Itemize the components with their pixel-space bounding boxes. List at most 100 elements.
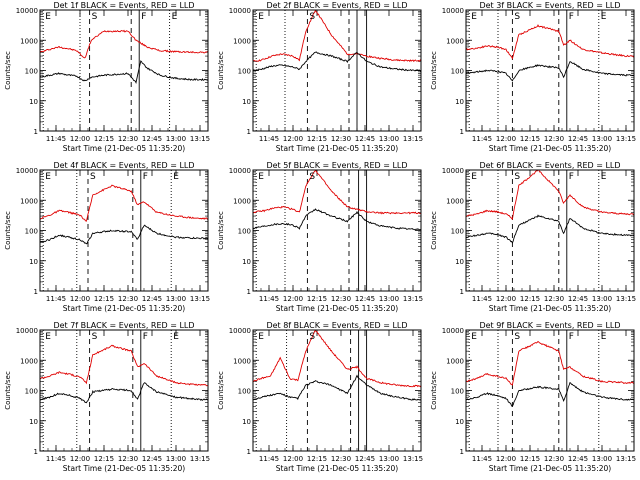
x-axis-label: Start Time (21-Dec-05 11:35:20) — [276, 464, 398, 473]
marker-label: E — [45, 172, 51, 182]
plot-frame — [252, 169, 422, 292]
y-tick-label: 1000 — [20, 37, 38, 45]
x-tick-label: 12:00 — [70, 455, 90, 463]
plot-frame — [465, 9, 635, 132]
marker-label: E — [173, 332, 179, 342]
x-tick-label: 12:45 — [355, 455, 375, 463]
y-tick-label: 1 — [34, 448, 38, 456]
chart-title: Det 3f BLACK = Events, RED = LLD — [479, 1, 620, 10]
marker-label: E — [601, 172, 607, 182]
y-tick-label: 10000 — [442, 7, 464, 15]
x-tick-label: 12:30 — [331, 295, 351, 303]
chart-panel-2: Det 2f BLACK = Events, RED = LLD Counts/s… — [217, 1, 423, 153]
lld-series-line — [40, 29, 208, 59]
chart-title: Det 5f BLACK = Events, RED = LLD — [266, 161, 407, 170]
x-tick-label: 12:45 — [142, 135, 162, 143]
events-series-line — [253, 374, 421, 401]
lld-series-line — [253, 330, 421, 388]
y-tick-label: 100 — [25, 388, 38, 396]
marker-label: E — [45, 332, 51, 342]
x-tick-label: 11:45 — [46, 455, 66, 463]
chart-title: Det 6f BLACK = Events, RED = LLD — [479, 161, 620, 170]
x-tick-label: 12:00 — [283, 135, 303, 143]
y-axis-label: Counts/sec — [217, 211, 225, 250]
plot-frame — [465, 329, 635, 452]
y-tick-label: 1 — [460, 128, 464, 136]
y-tick-label: 1 — [34, 128, 38, 136]
x-tick-label: 12:15 — [520, 135, 540, 143]
plot-frame — [252, 329, 422, 452]
chart-title: Det 1f BLACK = Events, RED = LLD — [53, 1, 194, 10]
marker-label: E — [45, 12, 51, 22]
marker-label: E — [471, 12, 477, 22]
events-series-line — [466, 214, 634, 245]
x-tick-label: 12:00 — [496, 295, 516, 303]
x-tick-label: 13:00 — [166, 455, 186, 463]
y-tick-label: 1 — [247, 128, 251, 136]
y-tick-label: 100 — [238, 388, 251, 396]
x-tick-label: 13:00 — [592, 135, 612, 143]
lld-series-line — [40, 344, 208, 387]
x-tick-label: 11:45 — [259, 455, 279, 463]
y-tick-label: 10000 — [229, 167, 251, 175]
x-axis-label: Start Time (21-Dec-05 11:35:20) — [489, 144, 611, 153]
chart-title: Det 8f BLACK = Events, RED = LLD — [266, 321, 407, 330]
marker-label: S — [514, 12, 520, 22]
x-tick-label: 12:45 — [142, 455, 162, 463]
y-tick-label: 100 — [25, 68, 38, 76]
marker-label: S — [309, 172, 315, 182]
x-axis-label: Start Time (21-Dec-05 11:35:20) — [489, 304, 611, 313]
marker-label: F — [141, 12, 146, 22]
chart-panel-6: Det 6f BLACK = Events, RED = LLD Counts/s… — [430, 161, 636, 313]
y-axis-label: Counts/sec — [4, 371, 12, 410]
y-tick-label: 1000 — [233, 37, 251, 45]
x-tick-label: 12:00 — [70, 295, 90, 303]
y-tick-label: 1 — [247, 448, 251, 456]
x-tick-label: 12:45 — [568, 135, 588, 143]
y-tick-label: 1000 — [446, 357, 464, 365]
y-tick-label: 100 — [25, 228, 38, 236]
x-tick-label: 12:15 — [520, 295, 540, 303]
y-tick-label: 10000 — [16, 327, 38, 335]
marker-label: S — [309, 332, 315, 342]
x-tick-label: 13:00 — [379, 135, 399, 143]
lld-series-line — [253, 170, 421, 215]
y-axis-label: Counts/sec — [430, 371, 438, 410]
x-tick-label: 12:30 — [544, 295, 564, 303]
x-tick-label: 13:15 — [616, 455, 636, 463]
y-tick-label: 1 — [34, 288, 38, 296]
plot-frame — [39, 169, 209, 292]
chart-title: Det 2f BLACK = Events, RED = LLD — [266, 1, 407, 10]
y-tick-label: 1 — [247, 288, 251, 296]
plot-frame — [39, 329, 209, 452]
y-axis-label: Counts/sec — [430, 211, 438, 250]
x-tick-label: 13:15 — [403, 455, 423, 463]
y-tick-label: 100 — [238, 228, 251, 236]
x-tick-label: 12:30 — [331, 135, 351, 143]
y-axis-label: Counts/sec — [430, 51, 438, 90]
x-tick-label: 12:15 — [307, 295, 327, 303]
lld-series-line — [253, 10, 421, 63]
chart-panel-3: Det 3f BLACK = Events, RED = LLD Counts/s… — [430, 1, 636, 153]
x-tick-label: 13:00 — [592, 455, 612, 463]
chart-title: Det 7f BLACK = Events, RED = LLD — [53, 321, 194, 330]
marker-label: F — [569, 332, 574, 342]
y-tick-label: 1000 — [233, 357, 251, 365]
y-tick-label: 100 — [451, 228, 464, 236]
x-tick-label: 12:30 — [544, 135, 564, 143]
x-tick-label: 12:15 — [94, 455, 114, 463]
x-axis-label: Start Time (21-Dec-05 11:35:20) — [63, 464, 185, 473]
marker-label: E — [258, 12, 264, 22]
y-tick-label: 100 — [238, 68, 251, 76]
y-axis-label: Counts/sec — [217, 51, 225, 90]
x-tick-label: 12:00 — [496, 135, 516, 143]
x-tick-label: 12:00 — [70, 135, 90, 143]
x-axis-label: Start Time (21-Dec-05 11:35:20) — [276, 144, 398, 153]
marker-label: E — [258, 332, 264, 342]
marker-label: S — [90, 172, 96, 182]
x-tick-label: 12:30 — [118, 455, 138, 463]
y-axis-label: Counts/sec — [4, 211, 12, 250]
lld-series-line — [466, 170, 634, 221]
chart-panel-9: Det 9f BLACK = Events, RED = LLD Counts/s… — [430, 321, 636, 473]
